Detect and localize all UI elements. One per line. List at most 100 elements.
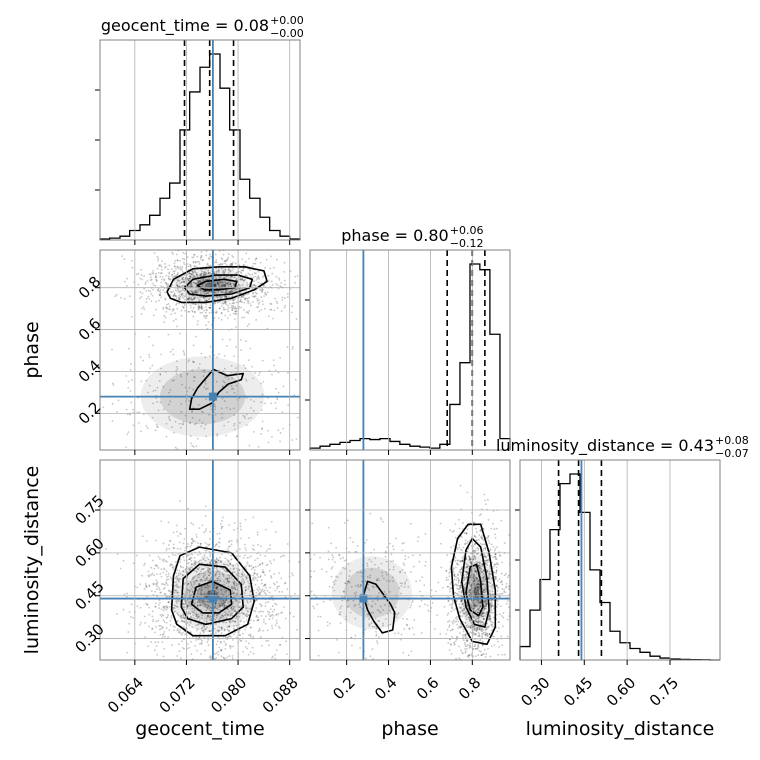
sample-point [242, 571, 244, 574]
sample-point [497, 586, 500, 589]
sample-point [322, 600, 325, 603]
sample-point [136, 586, 139, 589]
sample-point [199, 281, 202, 283]
sample-point [230, 540, 233, 542]
sample-point [274, 589, 277, 592]
sample-point [201, 305, 203, 308]
sample-point [154, 631, 156, 634]
sample-point [234, 276, 236, 279]
sample-point [277, 429, 280, 432]
sample-point [338, 330, 340, 332]
sample-point [192, 261, 195, 264]
sample-point [252, 516, 255, 519]
sample-point [411, 600, 414, 602]
sample-point [177, 628, 179, 631]
sample-point [346, 519, 349, 522]
sample-point [250, 565, 253, 567]
sample-point [212, 248, 214, 250]
sample-point [146, 280, 149, 282]
sample-point [176, 606, 179, 608]
sample-point [182, 616, 184, 619]
sample-point [159, 625, 162, 627]
sample-point [174, 420, 177, 423]
sample-point [247, 588, 250, 591]
sample-point [486, 635, 489, 638]
sample-point [173, 591, 176, 594]
sample-point [459, 484, 462, 487]
sample-point [232, 407, 235, 410]
sample-point [196, 282, 199, 285]
sample-point [187, 298, 189, 301]
sample-point [502, 612, 505, 614]
sample-point [219, 297, 222, 300]
sample-point [172, 295, 175, 297]
sample-point [228, 269, 230, 272]
sample-point [229, 291, 231, 293]
sample-point [209, 255, 212, 258]
sample-point [189, 558, 192, 561]
sample-point [434, 628, 436, 630]
sample-point [494, 553, 497, 556]
sample-point [239, 585, 242, 588]
sample-point [187, 604, 189, 607]
sample-point [234, 305, 237, 308]
sample-point [180, 375, 183, 378]
sample-point [490, 619, 492, 622]
sample-point [245, 549, 247, 552]
sample-point [472, 521, 475, 524]
sample-point [261, 359, 264, 362]
sample-point [187, 265, 190, 268]
sample-point [232, 627, 235, 630]
sample-point [294, 275, 297, 278]
sample-point [227, 283, 230, 286]
sample-point [221, 416, 223, 419]
sample-point [253, 284, 256, 287]
sample-point [207, 265, 210, 267]
sample-point [221, 553, 223, 556]
sample-point [218, 283, 221, 286]
sample-point [240, 605, 243, 608]
sample-point [206, 584, 209, 587]
sample-point [176, 280, 179, 283]
sample-point [276, 587, 279, 590]
sample-point [188, 290, 191, 293]
sample-point [264, 293, 267, 296]
sample-point [257, 576, 260, 579]
sample-point [241, 283, 244, 286]
sample-point [238, 548, 241, 551]
sample-point [198, 260, 200, 263]
sample-point [275, 649, 278, 651]
sample-point [159, 294, 162, 297]
sample-point [203, 297, 206, 300]
sample-point [254, 372, 257, 374]
sample-point [452, 568, 455, 571]
sample-point [222, 245, 224, 247]
sample-point [248, 302, 251, 305]
sample-point [153, 574, 155, 577]
sample-point [150, 566, 152, 569]
sample-point [203, 386, 206, 388]
sample-point [343, 522, 346, 524]
sample-point [241, 612, 244, 615]
sample-point [190, 593, 193, 596]
sample-point [174, 275, 177, 278]
sample-point [155, 272, 157, 275]
sample-point [221, 284, 224, 287]
sample-point [195, 291, 197, 293]
sample-point [186, 582, 189, 585]
sample-point [418, 605, 421, 608]
sample-point [445, 569, 448, 572]
sample-point [401, 549, 404, 552]
sample-point [204, 382, 207, 385]
sample-point [229, 290, 232, 293]
sample-point [282, 427, 284, 430]
sample-point [143, 588, 146, 590]
sample-point [232, 268, 235, 270]
sample-point [235, 289, 237, 291]
sample-point [250, 416, 252, 419]
sample-point [190, 587, 193, 590]
sample-point [219, 296, 222, 299]
sample-point [495, 569, 498, 572]
sample-point [240, 272, 243, 274]
sample-point [230, 263, 233, 266]
